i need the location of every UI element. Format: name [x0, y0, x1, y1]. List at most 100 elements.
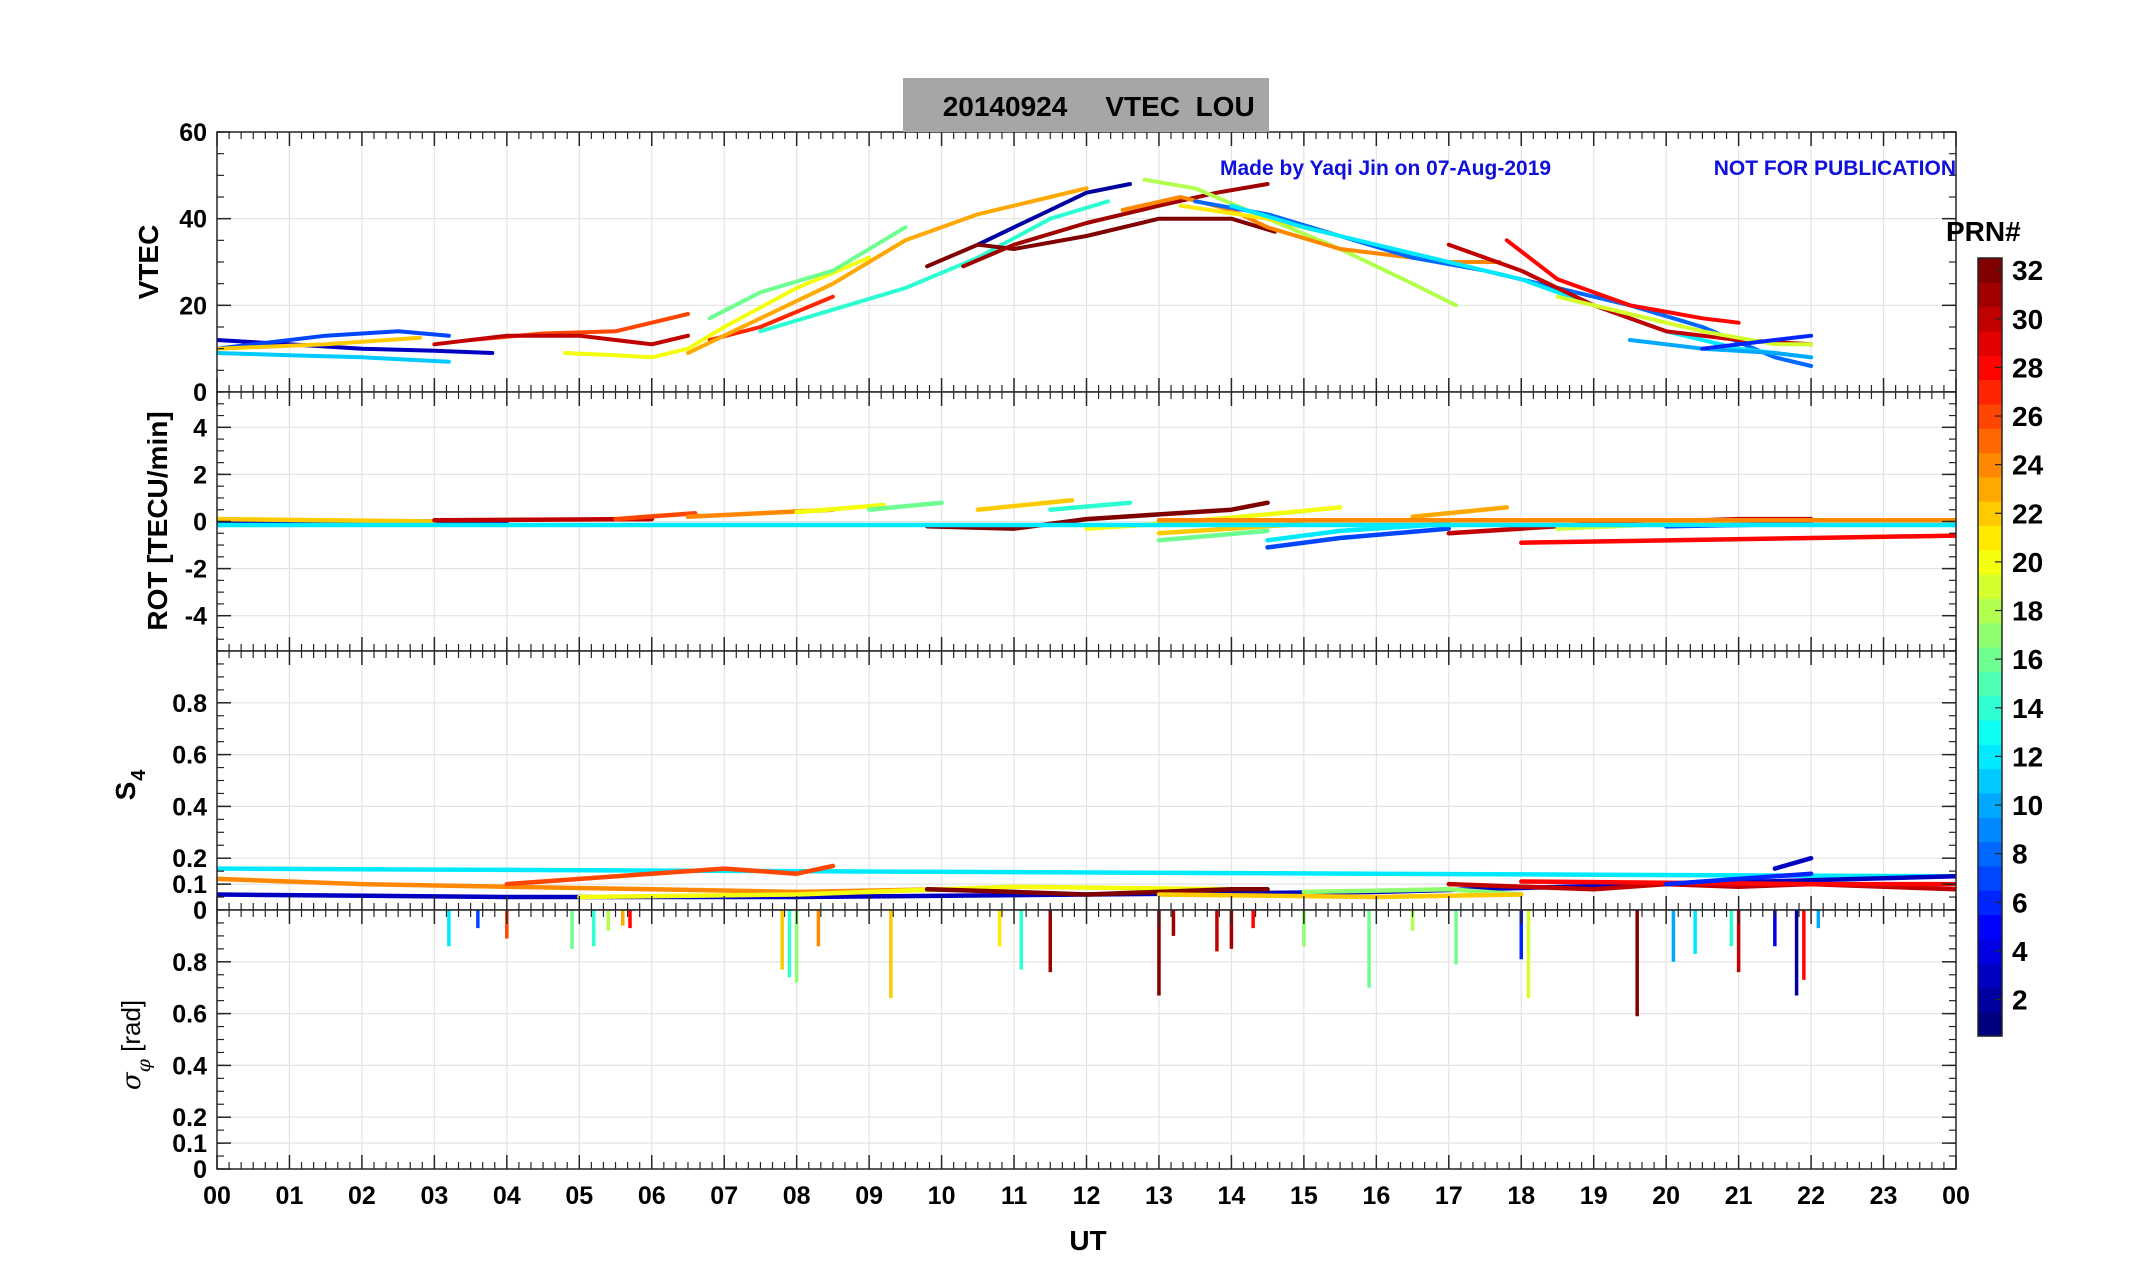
ylabel-vtec: VTEC: [133, 225, 164, 300]
series-line-prn-30: [432, 333, 690, 347]
colorbar-tick-label: 6: [2012, 887, 2028, 918]
series-line-prn-18: [1142, 177, 1458, 308]
x-tick-label: 09: [855, 1182, 883, 1210]
x-tick-label: 23: [1870, 1182, 1898, 1210]
colorbar-tick-label: 10: [2012, 790, 2043, 821]
ylabel-s4: S4: [110, 769, 150, 801]
x-tick-label: 22: [1797, 1182, 1825, 1210]
svg-text:S4: S4: [110, 769, 150, 801]
y-tick-label: 0.8: [172, 949, 207, 977]
x-tick-label: 00: [1942, 1182, 1970, 1210]
y-tick-label: 0: [193, 1156, 207, 1184]
colorbar-segment: [1978, 379, 2002, 405]
colorbar-segment: [1978, 574, 2002, 599]
colorbar-tick-label: 12: [2012, 741, 2043, 772]
colorbar-tick-label: 24: [2012, 450, 2044, 481]
y-tick-label: 2: [193, 461, 207, 489]
series-line-prn-6: [1700, 333, 1814, 351]
series-line-prn-20: [577, 884, 1234, 900]
colorbar-label: PRN#: [1946, 216, 2021, 247]
series-line-prn-32: [924, 887, 1270, 897]
x-tick-label: 15: [1290, 1182, 1318, 1210]
y-tick-label: 0.2: [172, 1104, 207, 1132]
colorbar-tick-label: 26: [2012, 401, 2043, 432]
x-tick-label: 10: [928, 1182, 956, 1210]
colorbar-segment: [1978, 1011, 2002, 1037]
x-tick-label: 12: [1073, 1182, 1101, 1210]
series-line-prn-28: [1519, 533, 1956, 545]
x-tick-label: 13: [1145, 1182, 1173, 1210]
y-tick-label: 20: [179, 292, 207, 320]
series-line-prn-22: [1156, 892, 1524, 900]
series-line-prn-32: [924, 500, 1270, 531]
colorbar-tick-label: 28: [2012, 352, 2043, 383]
series-group: [217, 498, 1956, 550]
series-line-prn-22: [217, 335, 422, 351]
colorbar-tick-label: 20: [2012, 547, 2043, 578]
x-tick-label: 21: [1725, 1182, 1753, 1210]
xlabel: UT: [1069, 1225, 1106, 1256]
x-tick-label: 03: [420, 1182, 448, 1210]
series-line-prn-14: [1048, 500, 1133, 512]
colorbar-segment: [1978, 719, 2002, 745]
series-line-prn-26: [613, 511, 698, 522]
y-tick-label: 0.2: [172, 845, 207, 873]
y-tick-label: 0: [193, 897, 207, 925]
y-tick-label: -2: [185, 556, 207, 584]
colorbar-tick-label: 32: [2012, 255, 2043, 286]
colorbar-segment: [1978, 525, 2002, 551]
y-tick-label: 0: [193, 379, 207, 407]
y-tick-label: 4: [193, 414, 207, 442]
colorbar-tick-label: 18: [2012, 596, 2043, 627]
colorbar-segment: [1978, 476, 2002, 502]
svg-text:σφ [rad]: σφ [rad]: [116, 1000, 155, 1090]
series-line-prn-14: [758, 199, 1111, 334]
y-tick-label: 0.4: [172, 1052, 207, 1080]
y-tick-label: 0.8: [172, 690, 207, 718]
y-tick-label: 60: [179, 119, 207, 147]
colorbar-tick-label: 4: [2012, 936, 2028, 967]
x-tick-label: 08: [783, 1182, 811, 1210]
series-line-prn-7: [1265, 526, 1452, 550]
colorbar-segment: [1978, 963, 2002, 988]
colorbar-segment: [1978, 671, 2002, 697]
y-tick-label: 40: [179, 206, 207, 234]
series-line-prn-32: [925, 216, 1277, 269]
x-tick-label: 06: [638, 1182, 666, 1210]
x-tick-label: 14: [1218, 1182, 1246, 1210]
x-tick-label: 16: [1362, 1182, 1390, 1210]
y-tick-label: -4: [185, 603, 207, 631]
colorbar-segment: [1978, 622, 2002, 648]
colorbar-segment: [1978, 768, 2002, 794]
colorbar-segment: [1978, 282, 2002, 308]
series-group: [217, 855, 1956, 900]
credit-author: Made by Yaqi Jin on 07-Aug-2019: [1220, 157, 1551, 180]
series-line-prn-3: [1772, 855, 1814, 871]
y-tick-label: 0: [193, 509, 207, 537]
colorbar-segment: [1978, 914, 2002, 940]
colorbar-frame: [1977, 257, 2003, 1037]
x-tick-label: 20: [1652, 1182, 1680, 1210]
y-tick-label: 0.1: [172, 871, 207, 899]
panel-rot: -4 -2 0 2 4: [185, 391, 1957, 652]
series-line-prn-19: [1555, 294, 1814, 347]
credit-notice: NOT FOR PUBLICATION: [1714, 157, 1956, 180]
series-line-prn-12: [217, 866, 1956, 879]
title-box: [903, 78, 1269, 132]
y-tick-label: 0.4: [172, 793, 207, 821]
x-tick-label: 11: [1001, 1182, 1028, 1210]
x-tick-label: 07: [710, 1182, 738, 1210]
y-tick-label: 0.6: [172, 1001, 207, 1029]
series-line-prn-20: [794, 502, 886, 515]
colorbar-tick-label: 8: [2012, 839, 2028, 870]
panel-sigma-phi: 00.10.2 0.4 0.6 0.8: [172, 909, 1957, 1184]
colorbar-tick-label: 16: [2012, 644, 2043, 675]
series-line-prn-26: [504, 863, 836, 887]
series-line-prn-28: [1519, 879, 1956, 887]
series-line-prn-12: [1229, 203, 1814, 360]
series-line-prn-28: [1504, 238, 1741, 325]
colorbar-segment: [1978, 817, 2002, 843]
series-line-prn-22: [217, 516, 437, 524]
panel-s4: 00.10.2 0.4 0.6 0.8: [172, 650, 1957, 925]
